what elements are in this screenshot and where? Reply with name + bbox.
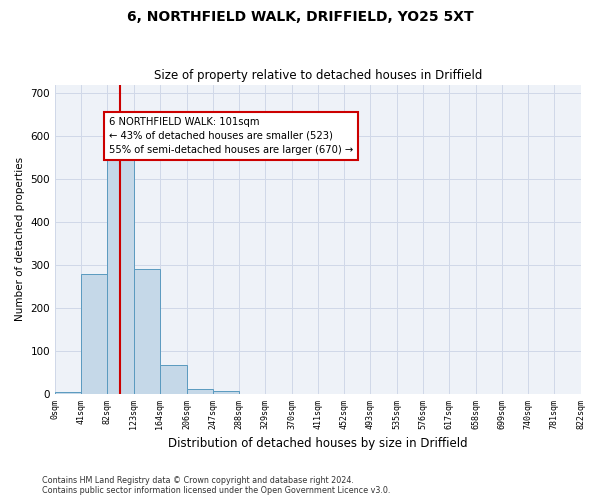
Bar [160, 365, 187, 394]
Bar [107, 156, 134, 394]
Y-axis label: Number of detached properties: Number of detached properties [15, 157, 25, 321]
Bar [55, 392, 81, 394]
X-axis label: Distribution of detached houses by size in Driffield: Distribution of detached houses by size … [168, 437, 467, 450]
Text: 6, NORTHFIELD WALK, DRIFFIELD, YO25 5XT: 6, NORTHFIELD WALK, DRIFFIELD, YO25 5XT [127, 10, 473, 24]
Text: Contains public sector information licensed under the Open Government Licence v3: Contains public sector information licen… [42, 486, 391, 495]
Text: Contains HM Land Registry data © Crown copyright and database right 2024.: Contains HM Land Registry data © Crown c… [42, 476, 354, 485]
Bar [213, 391, 239, 394]
Bar [134, 269, 160, 394]
Text: 6 NORTHFIELD WALK: 101sqm
← 43% of detached houses are smaller (523)
55% of semi: 6 NORTHFIELD WALK: 101sqm ← 43% of detac… [109, 117, 353, 155]
Bar [81, 274, 107, 394]
Title: Size of property relative to detached houses in Driffield: Size of property relative to detached ho… [154, 69, 482, 82]
Bar [187, 388, 213, 394]
